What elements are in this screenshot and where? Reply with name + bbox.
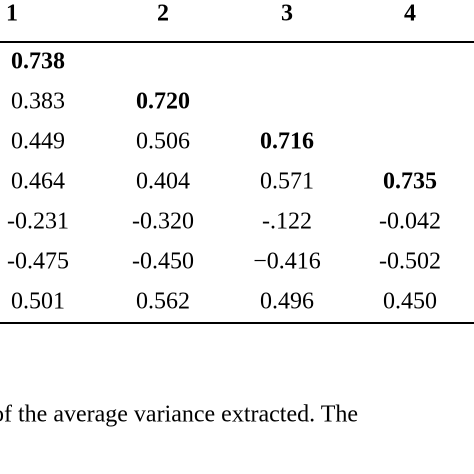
- table-cell: -0.502: [379, 249, 441, 275]
- table-cell: -0.450: [132, 249, 194, 275]
- table-cell: 0.735: [383, 169, 437, 195]
- table-cell: 0.562: [136, 289, 190, 315]
- column-header: 2: [157, 1, 169, 27]
- table-cell: 0.720: [136, 89, 190, 115]
- table-cell: -0.320: [132, 209, 194, 235]
- column-header: 1: [6, 1, 18, 27]
- table-cell: -.122: [262, 209, 312, 235]
- column-header: 4: [404, 1, 416, 27]
- table-cell: 0.501: [11, 289, 65, 315]
- table-cell: 0.716: [260, 129, 314, 155]
- table-cell: 0.496: [260, 289, 314, 315]
- table-cell: 0.571: [260, 169, 314, 195]
- table-cell: −0.416: [253, 249, 321, 275]
- table-cell: -0.042: [379, 209, 441, 235]
- table-cell: 0.464: [11, 169, 65, 195]
- table-cell: 0.738: [11, 49, 65, 75]
- footnote: of the average variance extracted. The: [0, 402, 358, 428]
- table-cell: 0.383: [11, 89, 65, 115]
- table-cell: 0.450: [383, 289, 437, 315]
- column-header: 3: [281, 1, 293, 27]
- table-cell: -0.475: [7, 249, 69, 275]
- table-cell: 0.449: [11, 129, 65, 155]
- table-cell: 0.404: [136, 169, 190, 195]
- table-cell: 0.506: [136, 129, 190, 155]
- table-cell: -0.231: [7, 209, 69, 235]
